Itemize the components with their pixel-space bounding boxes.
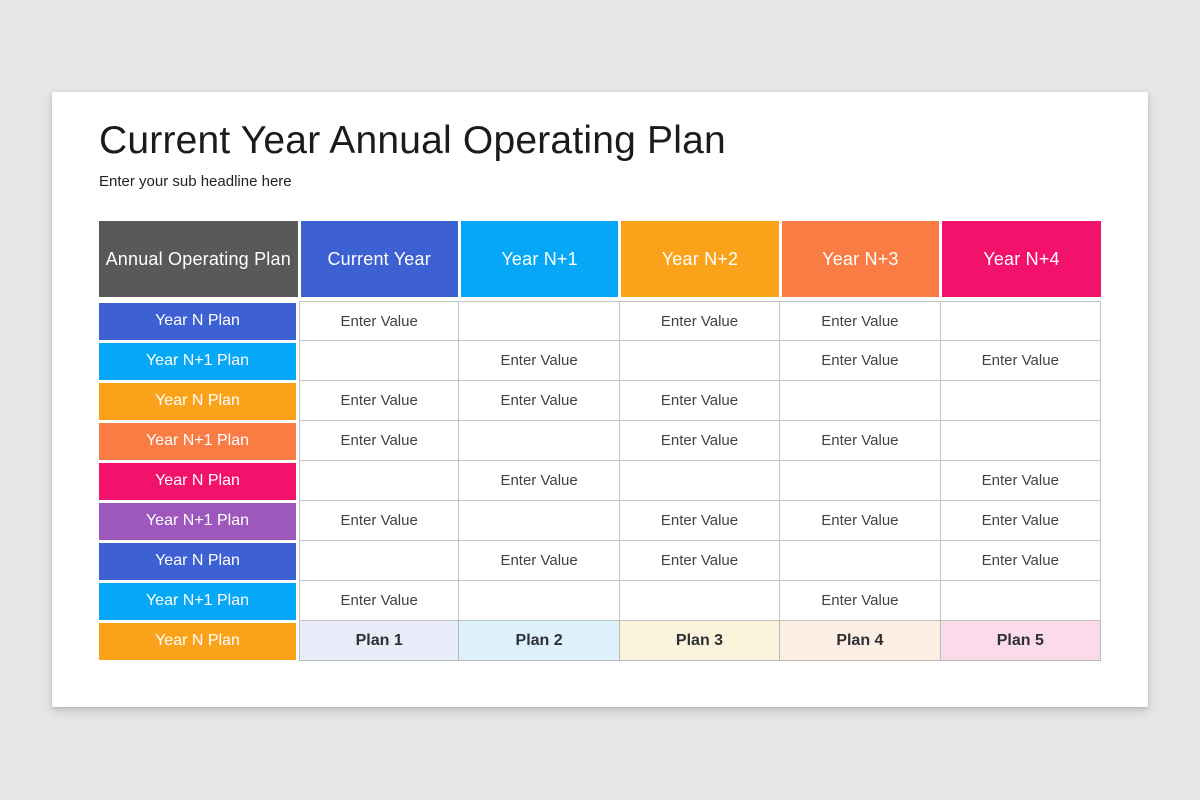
row-label: Year N+1 Plan	[99, 501, 299, 541]
operating-plan-table: Annual Operating Plan Current Year Year …	[99, 221, 1101, 661]
value-cell[interactable]	[780, 381, 941, 421]
value-cell[interactable]	[459, 301, 620, 341]
value-cell[interactable]	[940, 301, 1101, 341]
value-cell[interactable]	[619, 341, 781, 381]
value-cell[interactable]	[299, 541, 460, 581]
value-cell[interactable]: Enter Value	[459, 461, 620, 501]
row-label: Year N Plan	[99, 541, 299, 581]
column-header-year-n3: Year N+3	[780, 221, 940, 301]
value-cell[interactable]: Enter Value	[780, 421, 941, 461]
value-cell[interactable]	[619, 461, 781, 501]
value-cell[interactable]: Enter Value	[940, 541, 1101, 581]
column-header-current-year: Current Year	[299, 221, 459, 301]
value-cell[interactable]: Enter Value	[299, 421, 460, 461]
value-cell[interactable]	[299, 341, 460, 381]
row-label: Year N Plan	[99, 621, 299, 661]
value-cell[interactable]: Enter Value	[619, 381, 781, 421]
value-cell[interactable]	[299, 461, 460, 501]
plan-cell[interactable]: Plan 2	[459, 621, 620, 661]
value-cell[interactable]: Enter Value	[780, 501, 941, 541]
value-cell[interactable]: Enter Value	[459, 381, 620, 421]
plan-cell[interactable]: Plan 3	[619, 621, 781, 661]
value-cell[interactable]: Enter Value	[459, 341, 620, 381]
page-title: Current Year Annual Operating Plan	[99, 119, 726, 162]
row-label: Year N+1 Plan	[99, 341, 299, 381]
value-cell[interactable]	[940, 581, 1101, 621]
column-header-year-n1: Year N+1	[459, 221, 619, 301]
value-cell[interactable]	[940, 421, 1101, 461]
value-cell[interactable]: Enter Value	[619, 301, 781, 341]
slide-subtitle[interactable]: Enter your sub headline here	[99, 173, 292, 190]
value-cell[interactable]: Enter Value	[299, 301, 460, 341]
row-label: Year N Plan	[99, 301, 299, 341]
row-label: Year N Plan	[99, 461, 299, 501]
value-cell[interactable]	[619, 581, 781, 621]
column-header-annual-operating-plan: Annual Operating Plan	[99, 221, 299, 301]
value-cell[interactable]	[780, 541, 941, 581]
column-header-year-n2: Year N+2	[620, 221, 780, 301]
row-label: Year N+1 Plan	[99, 581, 299, 621]
value-cell[interactable]: Enter Value	[780, 341, 941, 381]
value-cell[interactable]: Enter Value	[619, 541, 781, 581]
column-header-year-n4: Year N+4	[941, 221, 1101, 301]
slide-card: Current Year Annual Operating Plan Enter…	[52, 92, 1148, 707]
value-cell[interactable]: Enter Value	[619, 421, 781, 461]
value-cell[interactable]: Enter Value	[299, 581, 460, 621]
value-cell[interactable]: Enter Value	[299, 501, 460, 541]
row-label: Year N+1 Plan	[99, 421, 299, 461]
value-cell[interactable]	[780, 461, 941, 501]
row-label: Year N Plan	[99, 381, 299, 421]
value-cell[interactable]: Enter Value	[940, 461, 1101, 501]
plan-cell[interactable]: Plan 4	[780, 621, 941, 661]
value-cell[interactable]: Enter Value	[780, 301, 941, 341]
value-cell[interactable]: Enter Value	[619, 501, 781, 541]
value-cell[interactable]	[459, 581, 620, 621]
value-cell[interactable]	[459, 421, 620, 461]
value-cell[interactable]: Enter Value	[780, 581, 941, 621]
value-cell[interactable]: Enter Value	[459, 541, 620, 581]
plan-cell[interactable]: Plan 5	[940, 621, 1101, 661]
value-cell[interactable]	[459, 501, 620, 541]
value-cell[interactable]: Enter Value	[940, 501, 1101, 541]
value-cell[interactable]: Enter Value	[299, 381, 460, 421]
value-cell[interactable]	[940, 381, 1101, 421]
value-cell[interactable]: Enter Value	[940, 341, 1101, 381]
plan-cell[interactable]: Plan 1	[299, 621, 460, 661]
